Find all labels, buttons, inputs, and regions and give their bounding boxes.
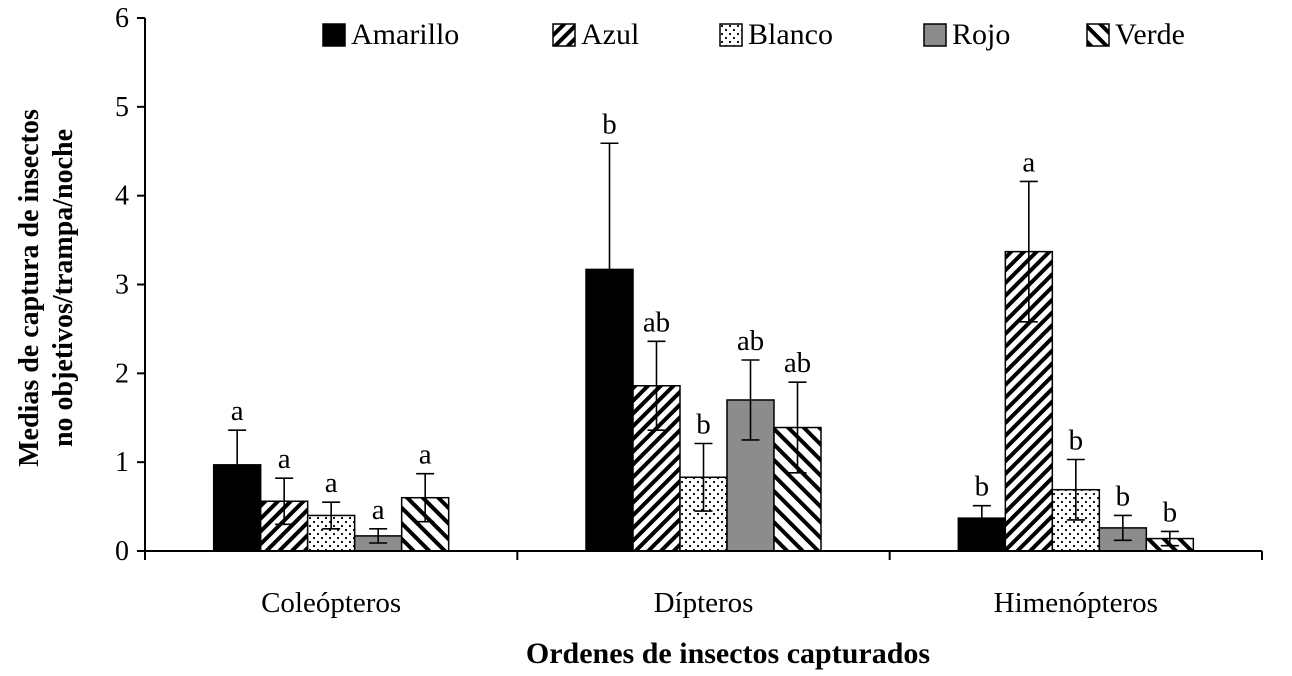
- y-axis: 0 1 2 3 4 5 6: [115, 3, 146, 567]
- significance-letter: a: [231, 395, 244, 427]
- significance-letter: a: [372, 494, 385, 526]
- y-tick-label: 5: [115, 92, 129, 123]
- significance-letter: a: [419, 439, 432, 471]
- legend-label: Rojo: [952, 18, 1010, 51]
- legend-label: Blanco: [748, 18, 833, 51]
- y-axis-title: Medias de captura de insectos no objetiv…: [14, 109, 79, 467]
- significance-letter: b: [1069, 425, 1084, 457]
- legend-item: Verde: [1086, 18, 1185, 51]
- x-tick-label: Coleópteros: [261, 587, 401, 619]
- y-tick-label: 2: [115, 358, 129, 389]
- significance-letter: b: [1116, 480, 1131, 512]
- legend-label: Azul: [581, 18, 639, 51]
- y-tick-label: 4: [115, 181, 129, 212]
- legend-item: Azul: [552, 18, 639, 51]
- y-axis-title-line-2: no objetivos/trampa/noche: [48, 129, 79, 447]
- significance-letter: a: [325, 467, 338, 499]
- significance-letter: ab: [784, 347, 811, 379]
- x-tick-label: Himenópteros: [994, 587, 1158, 619]
- y-tick-label: 3: [115, 270, 129, 301]
- legend-swatch: [1086, 23, 1110, 47]
- legend-item: Blanco: [719, 18, 833, 51]
- legend-item: Amarillo: [322, 18, 459, 51]
- legend-item: Rojo: [923, 18, 1010, 51]
- x-axis: Coleópteros Dípteros Himenópteros: [144, 550, 1263, 619]
- legend-label: Verde: [1115, 18, 1185, 51]
- y-tick-label: 6: [115, 3, 129, 34]
- legend-swatch: [552, 23, 576, 47]
- bar: [306, 514, 356, 552]
- x-axis-title: Ordenes de insectos capturados: [526, 637, 930, 670]
- x-tick-label: Dípteros: [654, 587, 754, 619]
- significance-letter: a: [278, 443, 291, 475]
- significance-letter: b: [1163, 496, 1178, 528]
- y-axis-title-line-1: Medias de captura de insectos: [14, 109, 45, 467]
- y-tick-label: 1: [115, 447, 129, 478]
- significance-letter: ab: [737, 325, 764, 357]
- significance-letter: a: [1022, 146, 1035, 178]
- significance-letter: b: [975, 471, 990, 503]
- significance-letter: ab: [643, 306, 670, 338]
- significance-letter: b: [602, 108, 617, 140]
- legend-swatch: [923, 23, 947, 47]
- legend-label: Amarillo: [351, 18, 459, 51]
- legend-swatch: [322, 23, 346, 47]
- significance-letter: b: [696, 409, 711, 441]
- legend: Amarillo Azul Blanco Rojo Verde: [322, 18, 1185, 51]
- y-tick-label: 0: [115, 536, 129, 567]
- legend-swatch: [719, 23, 743, 47]
